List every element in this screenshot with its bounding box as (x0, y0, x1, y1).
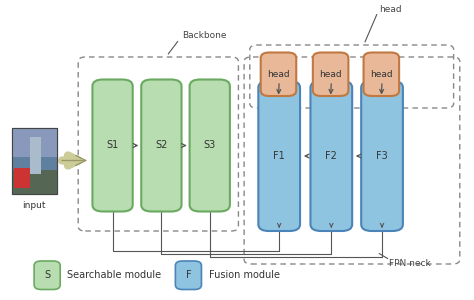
Text: S3: S3 (204, 140, 216, 151)
Text: head: head (267, 70, 290, 79)
FancyBboxPatch shape (14, 168, 30, 188)
FancyBboxPatch shape (34, 261, 60, 290)
Text: FPN neck: FPN neck (389, 260, 430, 268)
FancyBboxPatch shape (361, 81, 403, 231)
FancyBboxPatch shape (364, 52, 399, 96)
FancyBboxPatch shape (175, 261, 201, 290)
Text: head: head (319, 70, 342, 79)
FancyBboxPatch shape (261, 52, 296, 96)
FancyBboxPatch shape (258, 81, 300, 231)
Text: F2: F2 (325, 151, 337, 161)
FancyBboxPatch shape (30, 137, 41, 174)
FancyBboxPatch shape (190, 80, 230, 211)
Text: S1: S1 (107, 140, 118, 151)
FancyBboxPatch shape (12, 170, 57, 194)
FancyBboxPatch shape (12, 128, 57, 194)
Text: Backbone: Backbone (182, 32, 227, 40)
FancyBboxPatch shape (12, 128, 57, 157)
FancyBboxPatch shape (92, 80, 133, 211)
Text: head: head (370, 70, 392, 79)
Text: head: head (379, 4, 402, 14)
FancyBboxPatch shape (313, 52, 348, 96)
Text: S: S (44, 270, 50, 280)
Text: Fusion module: Fusion module (209, 270, 280, 280)
Text: F: F (186, 270, 191, 280)
FancyBboxPatch shape (141, 80, 182, 211)
Text: F1: F1 (273, 151, 285, 161)
Text: F3: F3 (376, 151, 388, 161)
Text: input: input (23, 201, 46, 210)
Text: S2: S2 (155, 140, 168, 151)
FancyBboxPatch shape (310, 81, 352, 231)
Text: Searchable module: Searchable module (67, 270, 162, 280)
